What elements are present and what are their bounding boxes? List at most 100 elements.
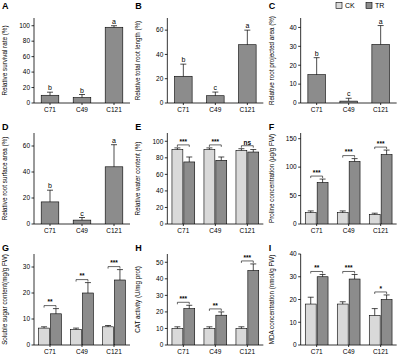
bar: [204, 328, 215, 345]
y-tick: [32, 41, 35, 42]
x-tick-label: C71: [177, 227, 189, 234]
error-bar: [85, 283, 91, 293]
error-bar: [250, 264, 256, 271]
y-tick-label: 20: [23, 84, 31, 91]
error-bar: [105, 326, 111, 327]
x-tick: [380, 103, 381, 105]
x-tick: [114, 103, 115, 105]
significance-label: ***: [180, 138, 188, 145]
y-tick-label: 40: [156, 187, 164, 194]
x-tick: [82, 103, 83, 105]
x-tick: [183, 103, 184, 105]
x-tick-label: C49: [209, 227, 221, 234]
error-bar: [372, 213, 378, 214]
y-tick: [165, 224, 168, 225]
x-tick-label: C71: [177, 348, 189, 355]
error-bar: [218, 157, 224, 160]
bar: [337, 213, 348, 224]
x-tick: [380, 345, 381, 347]
significance-label: c: [347, 90, 351, 97]
x-tick-label: C49: [343, 227, 355, 234]
x-tick: [50, 345, 51, 347]
y-tick-label: 0: [293, 341, 297, 348]
y-tick: [298, 195, 301, 196]
y-axis-label: MDA concentration (nmol/g FW): [268, 255, 276, 345]
error-bar: [346, 98, 352, 101]
y-tick: [165, 157, 168, 158]
y-tick: [165, 30, 168, 31]
x-tick: [348, 103, 349, 105]
y-tick-label: 100: [286, 163, 297, 170]
significance-bracket: [375, 292, 387, 294]
significance-bracket: [108, 267, 120, 269]
error-bar: [238, 327, 244, 329]
error-bar: [111, 145, 117, 167]
panel-label: B: [135, 1, 142, 11]
x-tick-label: C71: [177, 106, 189, 113]
significance-label: c: [80, 210, 84, 217]
y-tick-label: 60: [156, 171, 164, 178]
y-tick-label: 80: [156, 154, 164, 161]
significance-label: **: [79, 272, 85, 279]
bar: [184, 309, 195, 345]
y-axis: [34, 133, 35, 224]
y-tick-label: 10: [156, 325, 164, 332]
y-tick-label: 60: [156, 26, 164, 33]
x-tick: [114, 224, 115, 226]
panel-label: F: [269, 122, 275, 132]
y-axis-label: Relative root projected area (%): [268, 16, 276, 105]
significance-label: ns: [244, 139, 252, 146]
y-tick: [32, 87, 35, 88]
bar: [236, 150, 247, 224]
significance-label: a: [245, 22, 249, 29]
panel: FProline concentration (µg/g FW)05010015…: [268, 122, 397, 234]
bar: [39, 328, 50, 345]
significance-label: b: [80, 87, 84, 94]
error-bar: [212, 92, 218, 96]
bar: [381, 300, 392, 346]
bar: [207, 96, 225, 103]
error-bar: [117, 270, 123, 280]
y-tick: [298, 46, 301, 47]
x-tick-label: C121: [106, 106, 122, 113]
error-bar: [206, 148, 212, 150]
significance-bracket: [177, 302, 189, 304]
bar: [372, 44, 390, 103]
error-bar: [238, 149, 244, 151]
y-tick: [298, 299, 301, 300]
y-tick-label: 10: [23, 315, 31, 322]
y-tick: [165, 311, 168, 312]
y-tick-label: 30: [289, 43, 297, 50]
error-bar: [320, 274, 326, 276]
x-tick-label: C71: [311, 227, 323, 234]
y-tick-label: 20: [156, 308, 164, 315]
y-tick: [298, 254, 301, 255]
y-tick-label: 40: [156, 275, 164, 282]
panel-label: C: [269, 1, 276, 11]
significance-label: ***: [244, 254, 252, 261]
error-bar: [180, 64, 186, 76]
bar: [381, 155, 392, 224]
error-bar: [79, 218, 85, 221]
significance-label: **: [314, 264, 320, 271]
x-tick: [50, 103, 51, 105]
y-tick-label: 40: [289, 250, 297, 257]
y-tick: [165, 345, 168, 346]
significance-label: b: [315, 50, 319, 57]
plot-area: [39, 270, 126, 345]
x-tick: [316, 345, 317, 347]
y-tick: [298, 27, 301, 28]
significance-label: b: [48, 84, 52, 91]
panel: HCAT activity (U/mg prot)01020304050C71C…: [134, 243, 263, 355]
y-tick-label: 40: [156, 51, 164, 58]
x-tick: [380, 224, 381, 226]
panel: ARelative survival rate (%)020406080100C…: [1, 1, 130, 113]
y-tick-label: 40: [23, 168, 31, 175]
x-tick-label: C49: [343, 348, 355, 355]
x-tick: [316, 103, 317, 105]
y-tick: [32, 56, 35, 57]
y-axis: [167, 18, 168, 103]
panel-label: A: [2, 1, 9, 11]
y-tick: [298, 276, 301, 277]
y-tick-label: 0: [160, 220, 164, 227]
